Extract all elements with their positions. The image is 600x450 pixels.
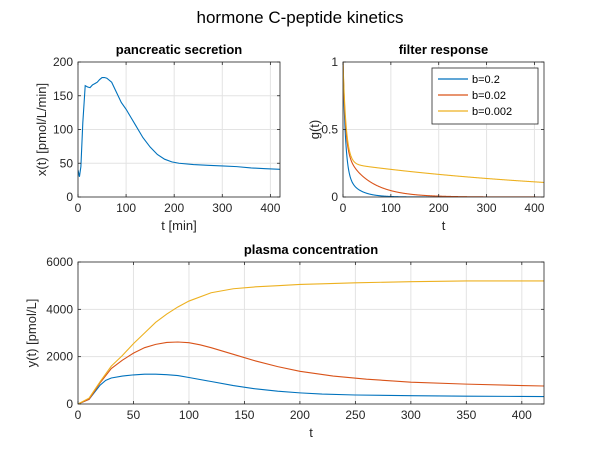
plasma-axes-box bbox=[77, 261, 545, 405]
filter-y-tick-label: 1 bbox=[331, 55, 338, 69]
plasma-panel: 0 50 100 150 200 250 300 350 4000200040006000pla… bbox=[24, 242, 545, 440]
plasma-y-tick-label: 0 bbox=[66, 397, 73, 411]
secretion-y-tick-label: 50 bbox=[60, 156, 74, 170]
secretion-panel: 0 100 200 300 400 0 50 100 150 200 pancreatic secr… bbox=[34, 42, 281, 233]
secretion-series-line-1 bbox=[78, 76, 280, 177]
secretion-y-tick-label: 200 bbox=[53, 55, 73, 69]
filter-x-axis-label: t bbox=[442, 218, 446, 233]
plasma-y-tick-label: 4000 bbox=[46, 302, 73, 316]
plasma-series-line-3 bbox=[78, 280, 544, 404]
plasma-plot-area bbox=[78, 262, 544, 404]
plasma-x-tick-label: 350 bbox=[456, 408, 476, 422]
plasma-x-tick-label: 50 bbox=[127, 408, 141, 422]
secretion-title: pancreatic secretion bbox=[116, 42, 243, 57]
secretion-x-tick-label: 400 bbox=[260, 201, 280, 215]
filter-panel: 0 100 200 300 400 0 0.5 1 filter response t g(t) b=… bbox=[307, 42, 545, 233]
filter-y-tick-label: 0 bbox=[331, 190, 338, 204]
secretion-y-tick-label: 0 bbox=[66, 190, 73, 204]
secretion-x-tick-label: 100 bbox=[116, 201, 136, 215]
plasma-x-axis-label: t bbox=[309, 425, 313, 440]
secretion-x-tick-label: 300 bbox=[212, 201, 232, 215]
secretion-x-tick-label: 0 bbox=[75, 201, 82, 215]
secretion-x-axis-label: t [min] bbox=[161, 218, 196, 233]
secretion-y-axis-label: x(t) [pmol/L/min] bbox=[34, 83, 49, 176]
plasma-series-line-1 bbox=[78, 373, 544, 404]
plasma-series-line-2 bbox=[78, 341, 544, 404]
filter-x-tick-label: 300 bbox=[477, 201, 497, 215]
plasma-x-tick-label: 400 bbox=[512, 408, 532, 422]
plasma-title: plasma concentration bbox=[244, 242, 378, 257]
filter-title: filter response bbox=[399, 42, 489, 57]
filter-y-axis-label: g(t) bbox=[307, 120, 322, 140]
plasma-y-tick-label: 6000 bbox=[46, 255, 73, 269]
secretion-y-tick-label: 150 bbox=[53, 89, 73, 103]
filter-legend-entry: b=0.02 bbox=[472, 90, 506, 102]
plasma-x-tick-label: 300 bbox=[401, 408, 421, 422]
filter-x-tick-label: 200 bbox=[429, 201, 449, 215]
filter-x-tick-label: 0 bbox=[340, 201, 347, 215]
plasma-x-tick-label: 200 bbox=[290, 408, 310, 422]
figure-title: hormone C-peptide kinetics bbox=[196, 8, 404, 27]
plasma-y-axis-label: y(t) [pmol/L] bbox=[24, 299, 39, 368]
plasma-x-tick-label: 100 bbox=[179, 408, 199, 422]
plasma-y-tick-label: 2000 bbox=[46, 350, 73, 364]
filter-series-line-3 bbox=[343, 62, 544, 183]
filter-x-tick-label: 100 bbox=[381, 201, 401, 215]
plasma-x-tick-label: 250 bbox=[345, 408, 365, 422]
plasma-x-tick-label: 150 bbox=[234, 408, 254, 422]
filter-legend-entry: b=0.002 bbox=[472, 106, 512, 118]
filter-y-tick-label: 0.5 bbox=[321, 123, 338, 137]
secretion-x-tick-label: 200 bbox=[164, 201, 184, 215]
filter-legend: b=0.2 b=0.02 b=0.002 bbox=[431, 67, 539, 125]
secretion-y-tick-label: 100 bbox=[53, 123, 73, 137]
filter-x-tick-label: 400 bbox=[524, 201, 544, 215]
plasma-x-tick-label: 0 bbox=[75, 408, 82, 422]
filter-legend-box bbox=[431, 67, 539, 125]
filter-legend-entry: b=0.2 bbox=[472, 74, 500, 86]
